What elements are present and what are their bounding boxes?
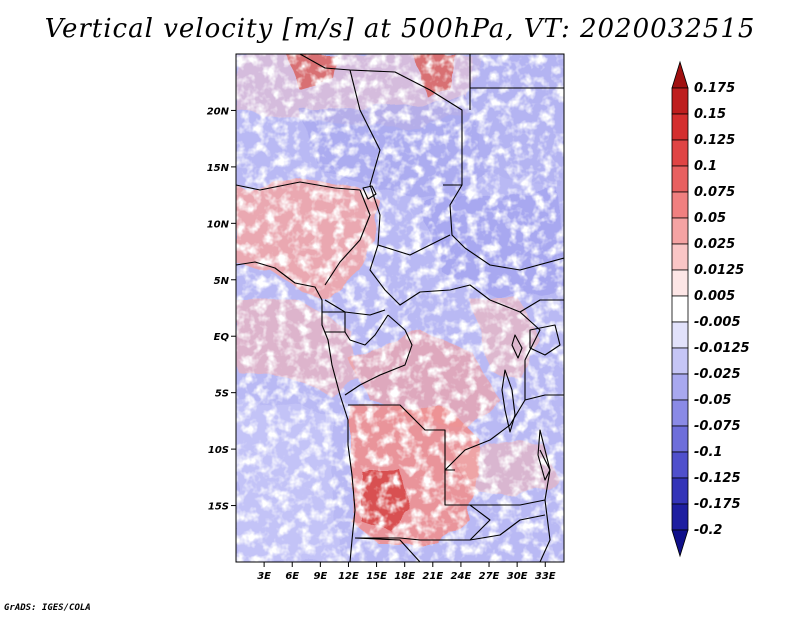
border-tanzania <box>524 394 564 401</box>
lake-victoria <box>529 324 561 356</box>
border-mozambique <box>539 499 551 562</box>
border-cameroon-south <box>324 299 386 316</box>
colorbar-segment <box>671 373 689 401</box>
colorbar-segment <box>671 113 689 141</box>
border-namibia <box>354 537 421 562</box>
grads-footer: GrADS: IGES/COLA <box>4 603 91 613</box>
border-ssudan-uganda <box>519 299 564 313</box>
colorbar-label: -0.2 <box>694 523 722 538</box>
lake-chad <box>362 185 377 200</box>
colorbar-segment <box>671 425 689 453</box>
lat-tick-label: 15S <box>208 502 229 513</box>
colorbar-label: -0.0125 <box>694 341 750 356</box>
colorbar-label: -0.005 <box>694 315 741 330</box>
colorbar-segment <box>671 399 689 427</box>
colorbar-label: 0.025 <box>694 237 735 252</box>
colorbar-label: -0.175 <box>694 497 741 512</box>
colorbar-segment <box>671 529 689 558</box>
lon-tick-label: 3E <box>257 571 271 582</box>
colorbar-label: -0.025 <box>694 367 741 382</box>
lake-albert <box>511 334 523 359</box>
lon-tick-label: 12E <box>338 571 359 582</box>
border-eq-guinea <box>322 311 346 333</box>
lake-malawi <box>537 429 551 481</box>
border-nigeria-cameroon <box>324 189 371 286</box>
colorbar-segment <box>671 269 689 297</box>
colorbar-label: -0.1 <box>694 445 722 460</box>
longitude-ticks: 3E 6E 9E 12E 15E 18E 21E 24E 27E 30E 33E <box>257 562 556 582</box>
colorbar-segment <box>671 217 689 245</box>
map-frame <box>235 53 565 563</box>
colorbar-segment <box>671 503 689 531</box>
colorbar-segment <box>671 347 689 375</box>
country-borders <box>236 54 564 562</box>
border-libya-chad <box>299 54 463 186</box>
lon-tick-label: 18E <box>394 571 415 582</box>
latitude-ticks: 20N 15N 10N 5N EQ 5S 10S 15S <box>207 106 236 513</box>
colorbar-label: -0.075 <box>694 419 741 434</box>
chart-title: Vertical velocity [m/s] at 500hPa, VT: 2… <box>44 14 756 44</box>
colorbar-label: 0.1 <box>694 159 717 174</box>
lon-tick-label: 9E <box>313 571 327 582</box>
lat-tick-label: 10S <box>208 445 229 456</box>
colorbar-label: 0.125 <box>694 133 735 148</box>
border-angola-zambia <box>355 470 491 541</box>
colorbar-label: -0.125 <box>694 471 741 486</box>
lat-tick-label: 5S <box>215 389 229 400</box>
lon-tick-label: 33E <box>535 571 556 582</box>
colorbar-segment <box>671 295 689 323</box>
colorbar-label: 0.075 <box>694 185 735 200</box>
border-car-south <box>369 244 491 306</box>
lat-tick-label: 5N <box>214 276 230 287</box>
border-niger-chad <box>349 69 381 186</box>
colorbar-segment <box>671 477 689 505</box>
border-drc-angola <box>348 404 455 471</box>
colorbar-segment <box>671 191 689 219</box>
colorbar-label: 0.005 <box>694 289 735 304</box>
colorbar-segment <box>671 451 689 479</box>
border-sudan-ssudan <box>464 247 564 271</box>
lon-tick-label: 27E <box>479 571 500 582</box>
colorbar-label: 0.175 <box>694 81 735 96</box>
border-zimbabwe <box>469 514 546 541</box>
velocity-field <box>236 54 564 562</box>
colorbar: 0.175 0.15 0.125 0.1 0.075 0.05 0.025 0.0125 0.0… <box>671 60 750 558</box>
border-chad-sudan <box>449 184 466 249</box>
colorbar-label: 0.0125 <box>694 263 744 278</box>
lon-tick-label: 6E <box>285 571 299 582</box>
lat-tick-label: 15N <box>207 163 230 174</box>
lon-tick-label: 21E <box>422 571 443 582</box>
border-niger-nigeria <box>236 181 361 191</box>
lon-tick-label: 24E <box>451 571 472 582</box>
lon-tick-label: 30E <box>507 571 528 582</box>
colorbar-segment <box>671 243 689 271</box>
colorbar-segment <box>671 87 689 115</box>
lon-tick-label: 15E <box>366 571 387 582</box>
border-gabon-congo <box>344 314 389 346</box>
coastline <box>236 261 356 562</box>
border-chad-car <box>369 184 451 256</box>
lat-tick-label: 20N <box>207 106 230 117</box>
lake-tanganyika <box>501 369 516 433</box>
lat-tick-label: 10N <box>207 219 230 230</box>
border-congo-drc <box>344 314 413 396</box>
colorbar-segment <box>671 321 689 349</box>
colorbar-label: 0.15 <box>694 107 726 122</box>
colorbar-segment <box>671 165 689 193</box>
colorbar-label: 0.05 <box>694 211 726 226</box>
lat-tick-label: EQ <box>214 332 230 343</box>
colorbar-segment <box>671 139 689 167</box>
colorbar-label: -0.05 <box>694 393 731 408</box>
colorbar-segment <box>671 60 689 89</box>
